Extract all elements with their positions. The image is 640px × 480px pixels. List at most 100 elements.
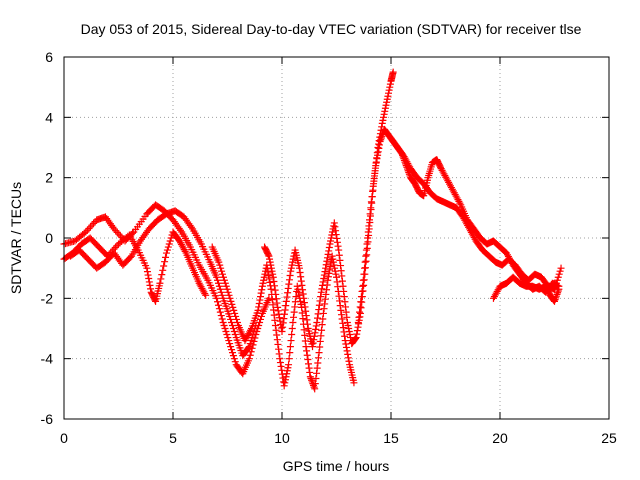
x-tick-label: 25	[601, 430, 617, 446]
data-point	[389, 68, 397, 76]
data-point	[330, 219, 338, 227]
data-point	[370, 177, 378, 185]
data-point	[228, 300, 236, 308]
data-point	[214, 276, 222, 284]
data-point	[229, 325, 237, 332]
y-tick-label: -4	[41, 351, 54, 367]
data-point	[223, 285, 231, 293]
y-tick-label: -6	[41, 411, 54, 427]
data-point	[306, 373, 314, 381]
data-point	[221, 279, 229, 287]
data-point	[226, 312, 234, 320]
series-layer	[60, 68, 565, 393]
data-point	[215, 282, 223, 290]
data-point	[257, 293, 265, 301]
data-point	[355, 313, 363, 321]
data-point	[229, 352, 237, 360]
data-point	[277, 324, 285, 332]
y-tick-label: 0	[45, 230, 53, 246]
data-point	[367, 204, 375, 212]
x-tick-label: 5	[169, 430, 177, 446]
data-point	[258, 282, 266, 290]
data-point	[293, 282, 301, 290]
data-point	[302, 343, 310, 351]
data-point	[289, 318, 297, 326]
data-point	[320, 271, 328, 279]
data-point	[288, 325, 296, 332]
data-point	[268, 296, 276, 304]
data-point	[373, 155, 381, 163]
y-tick-label: 4	[45, 109, 53, 125]
data-point	[146, 281, 154, 289]
data-point	[226, 294, 234, 302]
data-point	[377, 134, 385, 142]
data-point	[386, 80, 394, 88]
data-point	[231, 309, 239, 317]
data-point	[323, 286, 331, 294]
data-point	[369, 182, 377, 190]
data-point	[246, 340, 254, 348]
data-point	[334, 242, 342, 250]
data-point	[308, 376, 316, 384]
data-point	[361, 258, 369, 266]
data-point	[300, 299, 308, 307]
data-point	[315, 306, 323, 314]
data-point	[359, 282, 367, 290]
data-point	[281, 376, 289, 384]
data-point	[269, 301, 277, 309]
data-point	[246, 351, 254, 359]
series-track	[489, 273, 563, 305]
data-point	[230, 306, 238, 314]
data-point	[339, 282, 347, 290]
data-point	[332, 227, 340, 235]
data-point	[278, 328, 286, 336]
data-point	[280, 315, 288, 323]
data-point	[324, 273, 332, 281]
data-point	[288, 261, 296, 269]
data-point	[322, 264, 330, 272]
data-point	[306, 368, 314, 376]
data-point	[145, 278, 153, 286]
data-point	[343, 347, 351, 355]
series-track	[60, 201, 273, 378]
data-point	[272, 326, 280, 334]
data-point	[385, 89, 393, 97]
data-point	[277, 362, 285, 370]
data-point	[284, 284, 292, 292]
data-point	[163, 246, 171, 254]
data-point	[113, 228, 121, 236]
data-point	[365, 222, 373, 230]
data-point	[255, 300, 263, 308]
data-point	[297, 277, 305, 285]
data-point	[317, 332, 325, 340]
data-point	[143, 268, 151, 276]
data-point	[162, 253, 170, 261]
data-point	[227, 343, 235, 351]
data-point	[273, 336, 281, 344]
data-point	[202, 291, 210, 299]
data-point	[217, 288, 225, 296]
data-point	[271, 282, 279, 290]
data-point	[187, 223, 195, 231]
data-point	[213, 294, 221, 302]
data-point	[329, 258, 337, 266]
data-point	[378, 132, 386, 140]
series-track	[387, 134, 565, 293]
data-point	[341, 337, 349, 345]
data-point	[343, 313, 351, 321]
data-point	[380, 110, 388, 118]
data-point	[330, 222, 338, 230]
data-point	[386, 83, 394, 91]
data-point	[342, 308, 350, 316]
data-point	[376, 137, 384, 145]
data-point	[554, 273, 562, 281]
data-point	[161, 258, 169, 266]
data-point	[110, 225, 118, 233]
data-point	[363, 240, 371, 248]
data-point	[354, 318, 362, 326]
data-point	[282, 297, 290, 305]
data-point	[288, 331, 296, 339]
data-point	[333, 238, 341, 246]
data-point	[111, 243, 119, 251]
